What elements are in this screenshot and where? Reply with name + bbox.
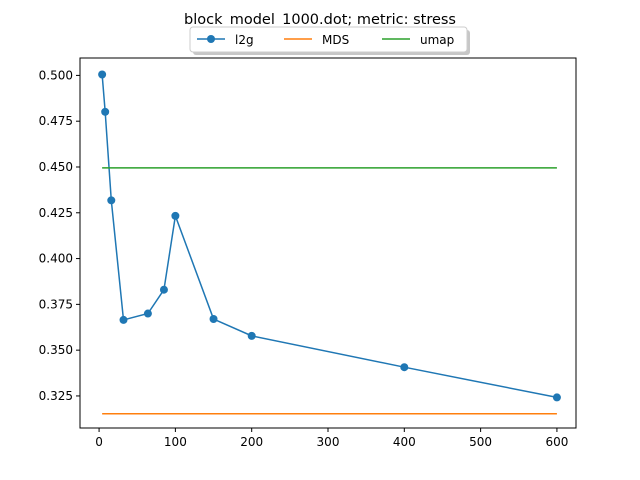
chart-title: block_model_1000.dot; metric: stress [184,12,456,28]
x-tick-label: 300 [317,435,340,449]
x-tick-label: 100 [164,435,187,449]
data-point-l2g [119,315,128,324]
y-tick-label: 0.400 [39,252,73,266]
plot-layer [98,70,561,415]
data-point-l2g [209,315,218,324]
legend-umap-label: umap [420,33,454,47]
legend-l2g-marker [207,35,215,43]
data-point-l2g [247,331,256,340]
data-point-l2g [171,211,180,220]
x-tick-label: 400 [393,435,416,449]
x-axis: 0 100 200 300 400 500 600 [95,428,568,449]
y-tick-label: 0.325 [39,389,73,403]
y-tick-label: 0.375 [39,297,73,311]
legend-box [189,26,468,53]
x-tick-label: 500 [469,435,492,449]
data-point-l2g [400,363,409,372]
data-point-l2g [159,285,168,294]
y-tick-label: 0.500 [39,68,73,82]
data-point-l2g [143,309,152,318]
legend-mds-label: MDS [322,33,349,47]
x-tick-label: 200 [240,435,263,449]
data-point-l2g [98,70,107,79]
y-axis: 0.325 0.350 0.375 0.400 0.425 0.450 0.475 0.500 [39,68,80,403]
y-tick-label: 0.425 [39,206,73,220]
x-tick-label: 0 [95,435,103,449]
data-point-l2g [101,107,110,116]
data-point-l2g [107,196,116,205]
legend-l2g-label: l2g [235,33,254,47]
y-tick-label: 0.450 [39,160,73,174]
legend: l2g MDS umap [189,26,470,55]
data-point-l2g [552,393,561,402]
y-tick-label: 0.475 [39,114,73,128]
y-tick-label: 0.350 [39,343,73,357]
x-tick-label: 600 [545,435,568,449]
